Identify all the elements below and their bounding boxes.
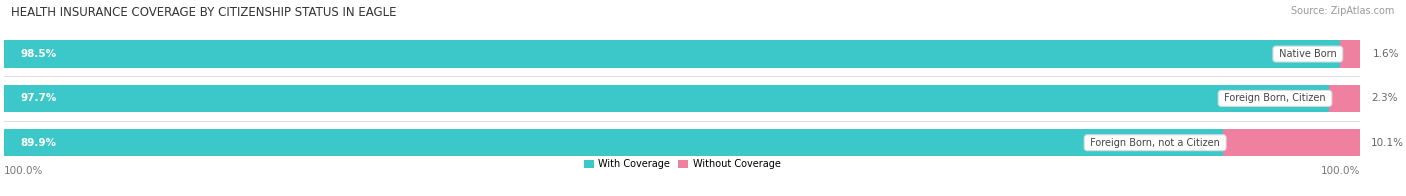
- Bar: [4, 40, 1340, 68]
- Text: HEALTH INSURANCE COVERAGE BY CITIZENSHIP STATUS IN EAGLE: HEALTH INSURANCE COVERAGE BY CITIZENSHIP…: [11, 6, 396, 19]
- Bar: [4, 85, 1329, 112]
- Text: 1.6%: 1.6%: [1372, 49, 1399, 59]
- Text: 98.5%: 98.5%: [21, 49, 56, 59]
- Text: Native Born: Native Born: [1275, 49, 1340, 59]
- Legend: With Coverage, Without Coverage: With Coverage, Without Coverage: [579, 155, 785, 173]
- Bar: [4, 129, 1223, 156]
- Text: 10.1%: 10.1%: [1371, 138, 1405, 148]
- Bar: [4, 85, 1360, 112]
- Bar: [4, 40, 1360, 68]
- Text: 2.3%: 2.3%: [1371, 93, 1398, 103]
- Text: 100.0%: 100.0%: [4, 166, 44, 176]
- Text: Source: ZipAtlas.com: Source: ZipAtlas.com: [1291, 6, 1395, 16]
- Text: 100.0%: 100.0%: [1320, 166, 1360, 176]
- Text: Foreign Born, not a Citizen: Foreign Born, not a Citizen: [1087, 138, 1223, 148]
- Text: 97.7%: 97.7%: [21, 93, 56, 103]
- Bar: [1223, 129, 1360, 156]
- Bar: [1329, 85, 1360, 112]
- Bar: [4, 129, 1360, 156]
- Text: 89.9%: 89.9%: [21, 138, 56, 148]
- Bar: [1340, 40, 1361, 68]
- Text: Foreign Born, Citizen: Foreign Born, Citizen: [1222, 93, 1329, 103]
